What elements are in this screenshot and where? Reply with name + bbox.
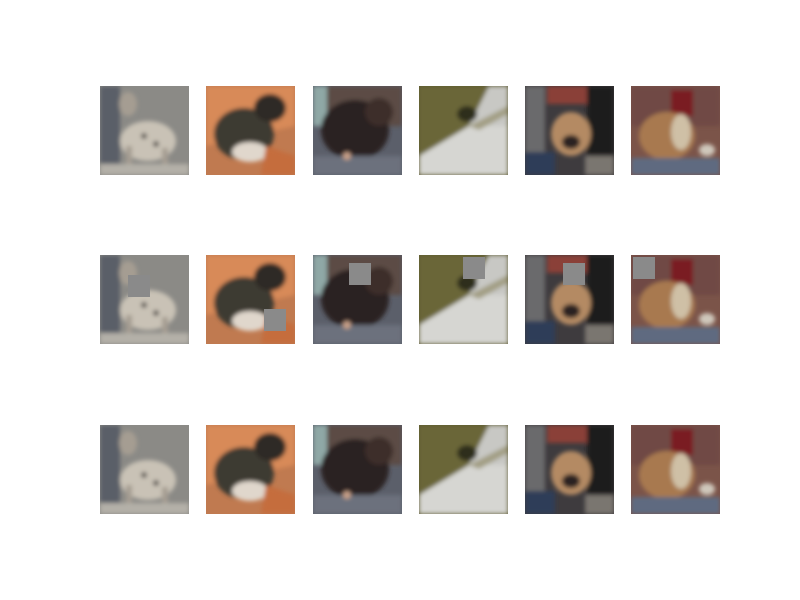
image-tile-dark-cat-on-gray-cushion bbox=[313, 425, 402, 514]
occlusion-patch bbox=[128, 275, 150, 297]
row-reconstructed bbox=[100, 425, 720, 514]
occlusion-patch bbox=[633, 257, 655, 279]
occlusion-patch bbox=[563, 263, 585, 285]
row-occluded bbox=[100, 255, 720, 344]
image-tile-brown-dog-on-rug bbox=[631, 255, 720, 344]
image-tile-dark-cat-on-gray-cushion bbox=[313, 86, 402, 175]
image-tile-spotted-dog-standing bbox=[100, 86, 189, 175]
image-tile-spotted-dog-standing bbox=[100, 425, 189, 514]
image-grid bbox=[100, 86, 720, 514]
image-tile-dark-cat-on-gray-cushion bbox=[313, 255, 402, 344]
image-tile-tabby-cat-lying-on-orange bbox=[206, 425, 295, 514]
image-tile-spotted-dog-standing bbox=[100, 255, 189, 344]
occlusion-patch bbox=[463, 257, 485, 279]
row-original bbox=[100, 86, 720, 175]
image-tile-brown-dog-on-rug bbox=[631, 86, 720, 175]
image-tile-tabby-cat-lying-on-orange bbox=[206, 86, 295, 175]
image-tile-brown-dog-on-rug bbox=[631, 425, 720, 514]
image-tile-tabby-cat-lying-on-orange bbox=[206, 255, 295, 344]
image-tile-olive-bird-close-up bbox=[419, 425, 508, 514]
image-tile-pug-dog-indoors bbox=[525, 425, 614, 514]
occlusion-patch bbox=[349, 263, 371, 285]
image-tile-olive-bird-close-up bbox=[419, 255, 508, 344]
occlusion-patch bbox=[264, 309, 286, 331]
image-tile-olive-bird-close-up bbox=[419, 86, 508, 175]
image-tile-pug-dog-indoors bbox=[525, 255, 614, 344]
image-tile-pug-dog-indoors bbox=[525, 86, 614, 175]
